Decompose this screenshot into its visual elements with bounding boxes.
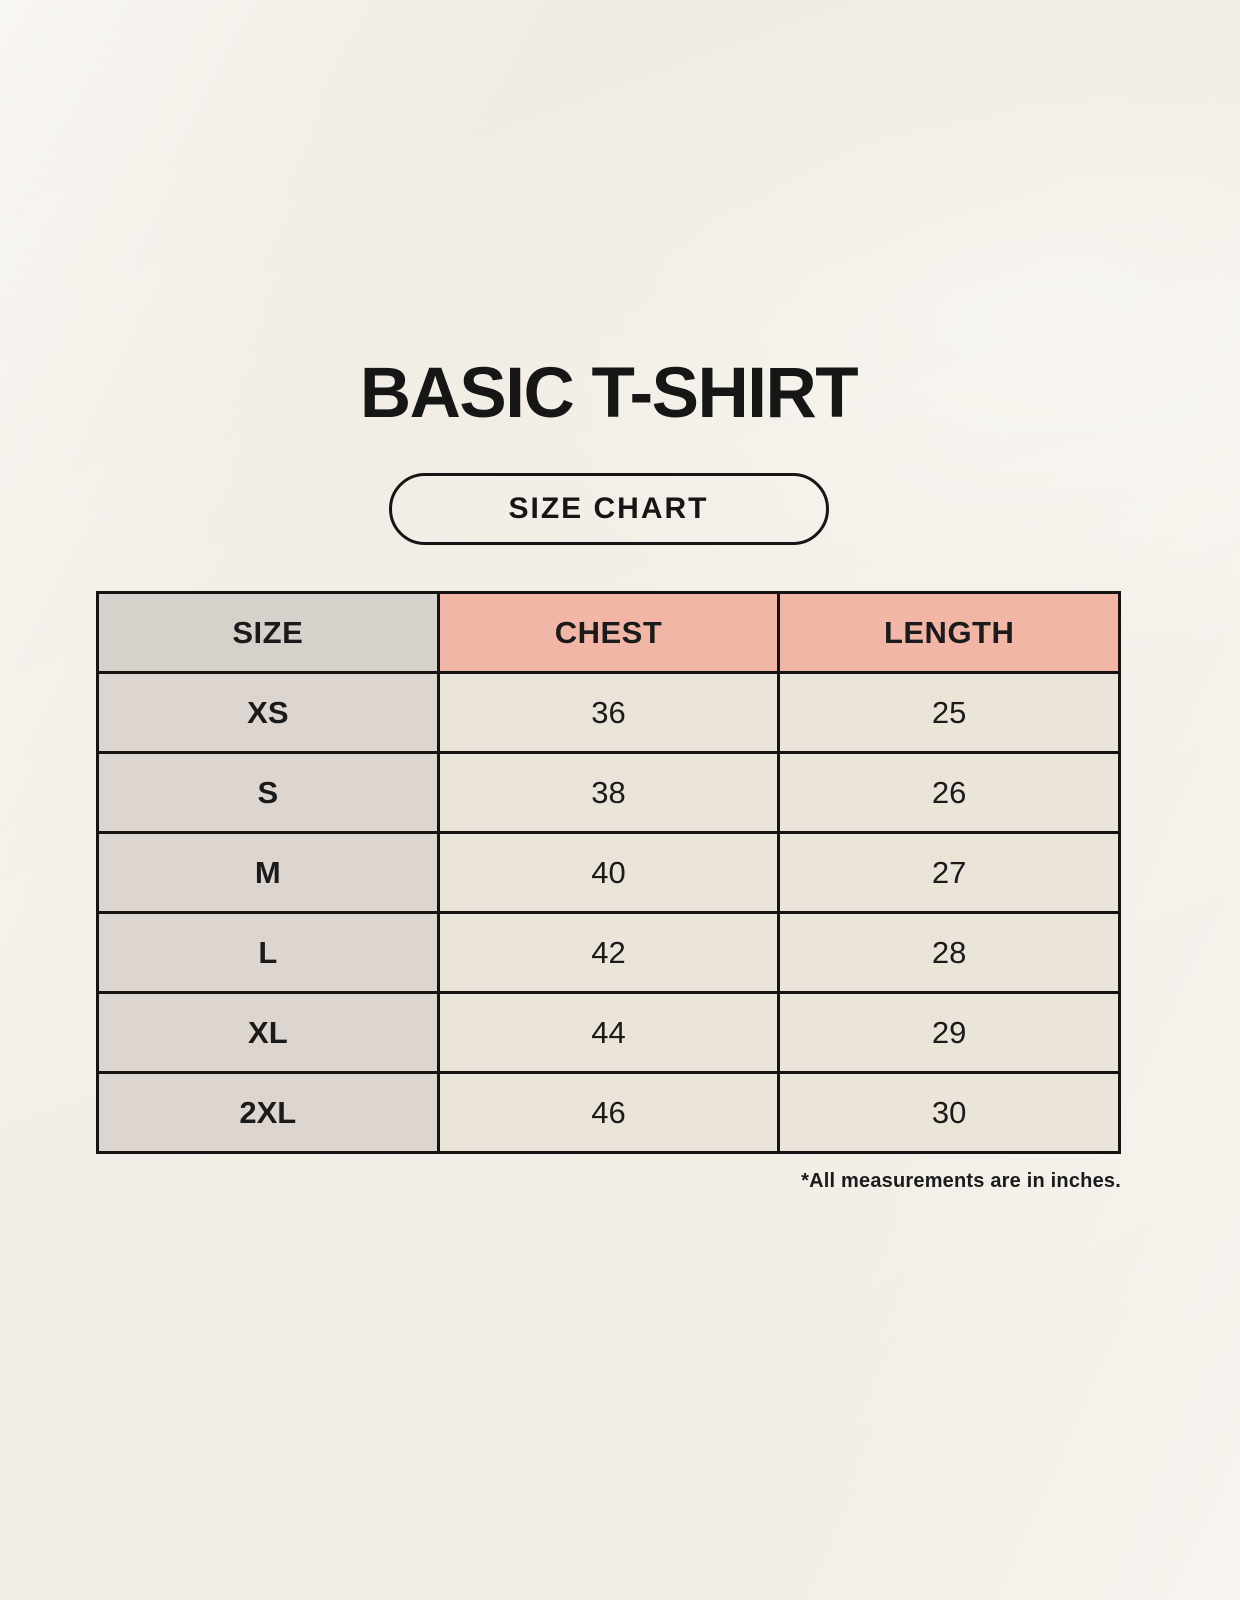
length-cell: 29 [777,991,1121,1074]
column-header-length: LENGTH [777,591,1121,674]
table-row: XS 36 25 [96,671,1121,754]
size-cell: XL [96,991,440,1074]
table-row: M 40 27 [96,831,1121,914]
chest-cell: 46 [436,1071,781,1154]
size-chart-table: SIZE CHEST LENGTH XS 36 25 S 38 26 M 40 27 L 42 28 X… [96,591,1121,1154]
size-cell: 2XL [96,1071,440,1154]
table-row: XL 44 29 [96,991,1121,1074]
size-cell: S [96,751,440,834]
length-cell: 27 [777,831,1121,914]
page-title: BASIC T-SHIRT [359,354,859,433]
chest-cell: 38 [436,751,781,834]
size-chart-table-body: XS 36 25 S 38 26 M 40 27 L 42 28 XL 44 29 2XL 46 30 [96,671,1121,1154]
table-row: S 38 26 [96,751,1121,834]
column-header-chest: CHEST [436,591,781,674]
chest-cell: 36 [436,671,781,754]
size-chart-button-label: SIZE CHART [508,492,709,525]
length-cell: 25 [777,671,1121,754]
size-cell: M [96,831,440,914]
column-header-size: SIZE [96,591,440,674]
length-cell: 30 [777,1071,1121,1154]
chest-cell: 44 [436,991,781,1074]
size-cell: L [96,911,440,994]
size-cell: XS [96,671,440,754]
chest-cell: 42 [436,911,781,994]
header-row: SIZE CHEST LENGTH [96,591,1121,674]
measurements-footnote: *All measurements are in inches. [801,1170,1121,1192]
table-row: L 42 28 [96,911,1121,994]
chest-cell: 40 [436,831,781,914]
length-cell: 26 [777,751,1121,834]
size-chart-button[interactable]: SIZE CHART [388,473,829,545]
table-row: 2XL 46 30 [96,1071,1121,1154]
content-wrapper: BASIC T-SHIRT SIZE CHART SIZE CHEST LENG… [96,0,1121,1193]
size-chart-table-head: SIZE CHEST LENGTH [96,591,1121,674]
length-cell: 28 [777,911,1121,994]
